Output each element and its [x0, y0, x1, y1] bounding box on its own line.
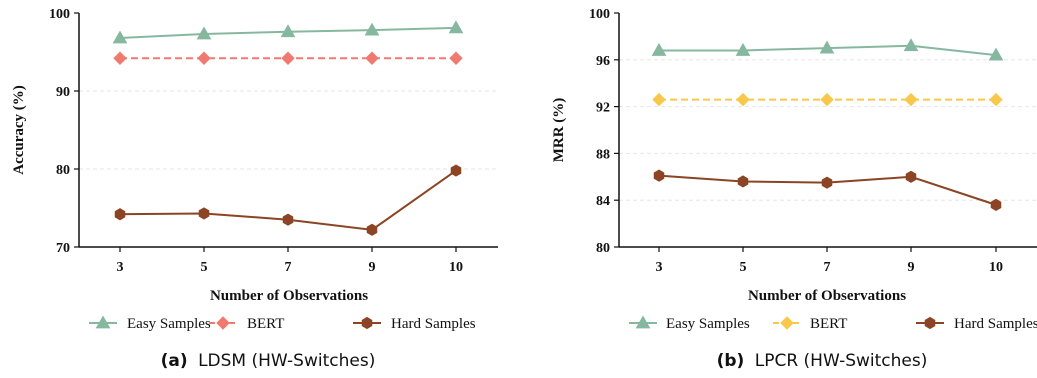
legend-swatch-marker — [924, 316, 936, 330]
caption-text: LPCR (HW-Switches) — [755, 351, 928, 371]
data-point — [112, 30, 128, 44]
legend: Easy Samples BERT Hard Samples — [89, 315, 476, 332]
legend-label: Hard Samples — [391, 316, 476, 332]
data-point — [988, 47, 1004, 61]
y-tick-label: 88 — [596, 147, 610, 162]
caption-label: (a) — [161, 351, 188, 371]
x-axis-title: Number of Observations — [748, 288, 906, 304]
x-tick-label: 10 — [449, 260, 463, 275]
data-point — [990, 198, 1002, 211]
legend-label: BERT — [247, 316, 284, 332]
y-tick-label: 80 — [596, 241, 610, 256]
data-point — [989, 92, 1003, 107]
data-point — [113, 51, 127, 65]
x-tick-label: 9 — [908, 260, 915, 275]
data-point — [197, 51, 211, 65]
data-point — [903, 38, 919, 52]
legend-item-hard-samples: Hard Samples — [916, 316, 1037, 332]
data-point — [819, 40, 835, 54]
data-point — [366, 223, 378, 236]
legend-swatch-marker — [635, 315, 651, 329]
legend-item-bert: BERT — [209, 316, 284, 332]
data-point — [821, 176, 833, 189]
series-bert — [652, 92, 1003, 107]
legend-label: Easy Samples — [127, 316, 211, 332]
data-point — [735, 42, 751, 56]
data-point — [198, 207, 210, 220]
caption: (b) LPCR (HW-Switches) — [717, 351, 928, 371]
data-point — [653, 169, 665, 182]
chart-panel-lpcr: 80 84 88 92 96 100 3 5 7 9 10 Number of Observatio… — [551, 7, 1037, 371]
x-tick-label: 3 — [117, 260, 124, 275]
legend-label: Hard Samples — [954, 316, 1037, 332]
y-tick-label: 96 — [596, 54, 610, 69]
legend-item-easy-samples: Easy Samples — [629, 315, 750, 332]
data-point — [651, 42, 667, 56]
y-tick-label: 100 — [49, 7, 70, 22]
x-tick-label: 9 — [369, 260, 376, 275]
y-tick-label: 70 — [56, 241, 70, 256]
data-point — [365, 51, 379, 65]
series-easy-samples — [651, 38, 1004, 61]
data-point — [904, 92, 918, 107]
caption: (a) LDSM (HW-Switches) — [161, 351, 376, 371]
chart-panel-ldsm: 70 80 90 100 3 5 7 9 10 Number of Observations A… — [11, 7, 498, 371]
legend-item-bert: BERT — [773, 316, 847, 332]
data-point — [450, 164, 462, 177]
legend-swatch-marker — [216, 316, 230, 330]
y-tick-label: 92 — [596, 101, 610, 116]
data-point — [280, 24, 296, 38]
data-point — [196, 26, 212, 40]
series-bert — [113, 51, 463, 65]
x-tick-label: 3 — [656, 260, 663, 275]
legend-label: Easy Samples — [666, 316, 750, 332]
legend: Easy Samples BERT Hard Samples — [629, 315, 1037, 332]
data-point — [364, 22, 380, 36]
series-easy-samples — [112, 20, 464, 44]
legend-item-easy-samples: Easy Samples — [89, 315, 211, 332]
y-axis-title: MRR (%) — [551, 98, 567, 163]
series-hard-samples — [653, 169, 1002, 211]
data-point — [448, 20, 464, 34]
data-point — [652, 92, 666, 107]
legend-swatch-marker — [780, 316, 794, 330]
legend-label: BERT — [810, 316, 847, 332]
x-tick-label: 7 — [824, 260, 831, 275]
y-tick-label: 100 — [589, 7, 610, 22]
data-point — [820, 92, 834, 107]
data-point — [737, 175, 749, 188]
y-axis-title: Accuracy (%) — [11, 85, 27, 175]
legend-item-hard-samples: Hard Samples — [353, 316, 476, 332]
legend-swatch-marker — [95, 315, 111, 329]
data-point — [449, 51, 463, 65]
x-tick-label: 5 — [740, 260, 747, 275]
data-point — [281, 51, 295, 65]
y-tick-label: 84 — [596, 194, 610, 209]
data-point — [114, 208, 126, 221]
x-tick-label: 7 — [285, 260, 292, 275]
x-tick-label: 5 — [201, 260, 208, 275]
x-tick-label: 10 — [989, 260, 1003, 275]
data-point — [736, 92, 750, 107]
legend-swatch-marker — [361, 316, 373, 330]
data-point — [905, 170, 917, 183]
series-hard-samples — [114, 164, 462, 236]
caption-label: (b) — [717, 351, 745, 371]
y-tick-label: 80 — [56, 163, 70, 178]
data-point — [282, 213, 294, 226]
caption-text: LDSM (HW-Switches) — [198, 351, 375, 371]
x-axis-title: Number of Observations — [210, 288, 368, 304]
y-tick-label: 90 — [56, 85, 70, 100]
